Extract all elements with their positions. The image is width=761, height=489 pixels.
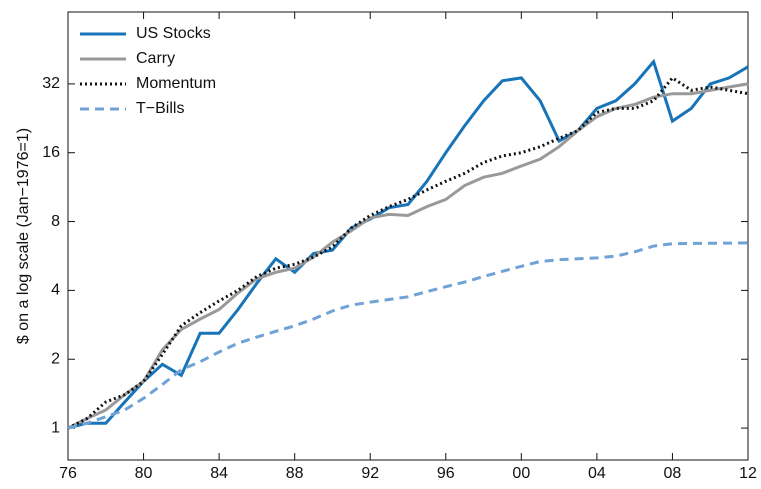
x-tick-label: 88 xyxy=(286,465,304,482)
legend-label: Carry xyxy=(136,50,175,67)
series-line xyxy=(67,58,749,430)
legend-label: US Stocks xyxy=(136,25,211,42)
y-tick-label: 2 xyxy=(51,350,60,367)
x-tick-label: 96 xyxy=(437,465,455,482)
x-tick-label: 80 xyxy=(135,465,153,482)
series-line xyxy=(67,241,749,430)
x-tick-label: 00 xyxy=(512,465,530,482)
y-axis-label: $ on a log scale (Jan−1976=1) xyxy=(15,128,32,344)
x-tick-label: 92 xyxy=(361,465,379,482)
y-tick-label: 4 xyxy=(51,282,60,299)
x-tick-label: 84 xyxy=(210,465,228,482)
y-tick-label: 1 xyxy=(51,419,60,436)
plot-frame xyxy=(67,11,749,461)
x-tick-label: 04 xyxy=(588,465,606,482)
legend-label: T−Bills xyxy=(136,100,184,117)
legend-label: Momentum xyxy=(136,75,216,92)
y-tick-label: 8 xyxy=(51,213,60,230)
series-line xyxy=(67,75,749,430)
y-tick-label: 16 xyxy=(42,144,60,161)
series-line xyxy=(67,82,749,430)
x-tick-label: 12 xyxy=(739,465,757,482)
x-tick-label: 08 xyxy=(664,465,682,482)
y-tick-label: 32 xyxy=(42,75,60,92)
x-tick-label: 76 xyxy=(59,465,77,482)
